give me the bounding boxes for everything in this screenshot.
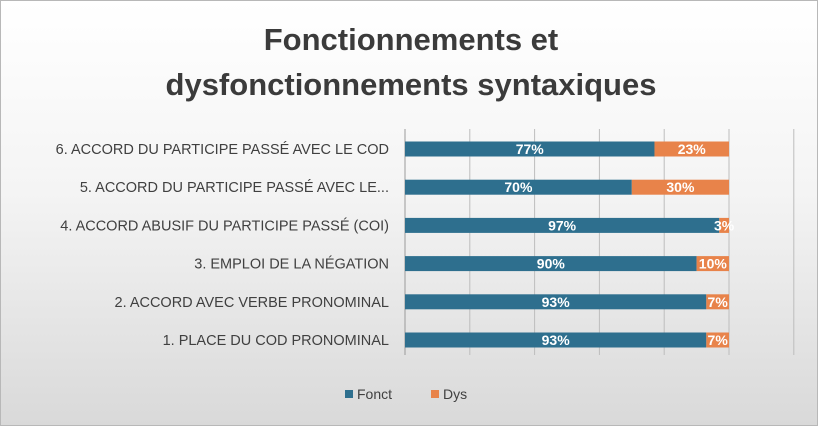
bar-dys (696, 256, 729, 272)
category-label: 2. ACCORD AVEC VERBE PRONOMINAL (115, 295, 390, 311)
bar-fonct (405, 256, 697, 272)
bar-fonct (405, 332, 707, 348)
category-label: 6. ACCORD DU PARTICIPE PASSÉ AVEC LE COD (56, 141, 389, 158)
legend-swatch (345, 390, 353, 398)
legend-swatch (431, 390, 439, 398)
category-label: 3. EMPLOI DE LA NÉGATION (194, 256, 389, 273)
bars (405, 141, 729, 348)
data-label-fonct: 90% (537, 256, 566, 272)
bar-fonct (405, 141, 655, 157)
legend-label: Fonct (357, 386, 392, 402)
data-label-dys: 7% (708, 332, 729, 348)
legend-label: Dys (443, 386, 467, 402)
category-label: 4. ACCORD ABUSIF DU PARTICIPE PASSÉ (COI… (60, 217, 389, 234)
chart-title: Fonctionnements et dysfonctionnements sy… (166, 22, 657, 102)
bar-fonct (405, 217, 720, 233)
data-label-fonct: 93% (542, 294, 571, 310)
bar-dys (706, 332, 729, 348)
legend: Fonct Dys (345, 386, 467, 402)
data-label-dys: 10% (699, 256, 728, 272)
chart-title-line-1: Fonctionnements et (264, 22, 559, 57)
gridlines (404, 129, 795, 355)
category-label: 1. PLACE DU COD PRONOMINAL (163, 333, 389, 349)
bar-fonct (405, 294, 707, 310)
category-label: 5. ACCORD DU PARTICIPE PASSÉ AVEC LE... (80, 179, 389, 196)
data-label-dys: 7% (708, 294, 729, 310)
data-label-fonct: 93% (542, 332, 571, 348)
data-label-fonct: 77% (516, 141, 545, 157)
data-label-fonct: 70% (504, 179, 533, 195)
bar-dys (706, 294, 729, 310)
data-label-dys: 3% (714, 217, 735, 233)
category-labels: 6. ACCORD DU PARTICIPE PASSÉ AVEC LE COD… (56, 141, 389, 349)
data-label-fonct: 97% (548, 217, 577, 233)
bar-dys (719, 217, 729, 233)
data-label-dys: 23% (678, 141, 707, 157)
chart-title-line-2: dysfonctionnements syntaxiques (166, 67, 657, 102)
bar-dys (631, 179, 729, 195)
data-label-dys: 30% (666, 179, 695, 195)
data-labels: 77% 23% 70% 30% 97% 3% 90% 10% 93% 7% 93% 7% (504, 141, 734, 348)
bar-fonct (405, 179, 632, 195)
bar-dys (654, 141, 729, 157)
